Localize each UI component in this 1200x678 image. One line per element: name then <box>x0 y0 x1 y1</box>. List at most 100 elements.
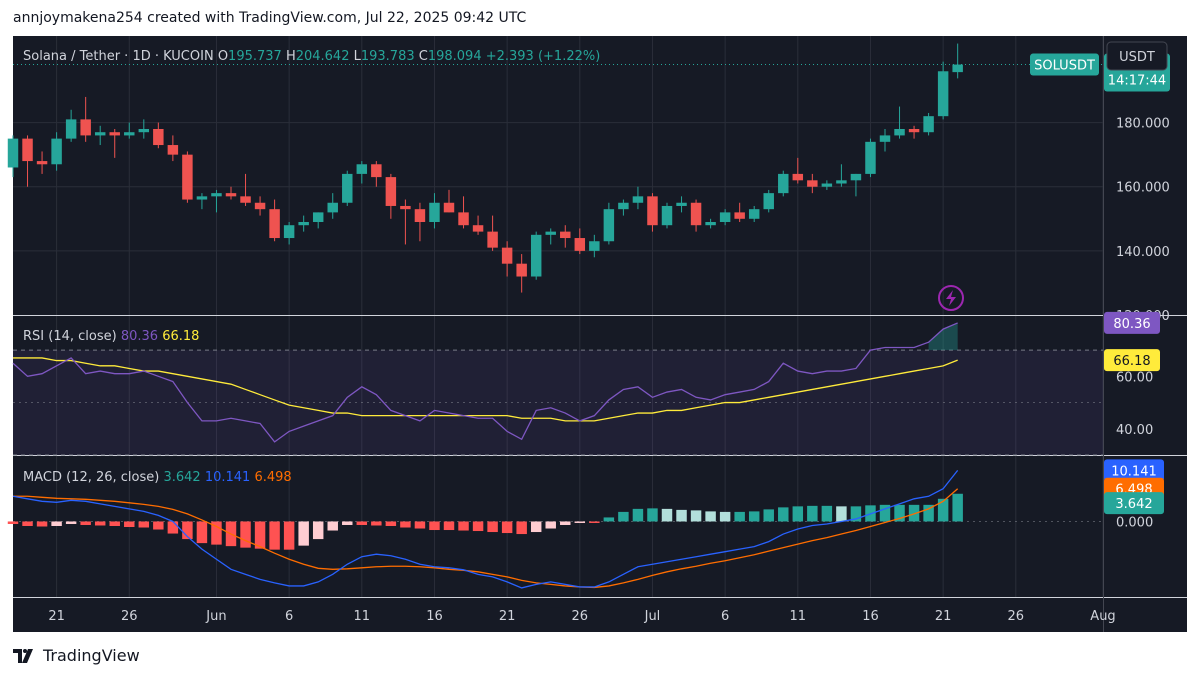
candle-body <box>51 138 62 165</box>
candle-body <box>661 205 673 226</box>
footer-brand-label: TradingView <box>43 646 140 665</box>
close-value: 198.094 <box>428 49 486 64</box>
macd-histogram-bar <box>618 511 629 522</box>
candle-body <box>763 193 774 210</box>
macd-histogram-bar <box>836 506 847 522</box>
macd-histogram-bar <box>560 521 571 525</box>
candle-body <box>952 64 963 73</box>
rsi-overbought-fill <box>928 322 958 351</box>
candle-body <box>211 193 222 197</box>
candle-body <box>167 145 179 155</box>
macd-histogram-bar <box>65 521 77 524</box>
macd-value: 10.141 <box>205 470 255 485</box>
macd-histogram-bar <box>254 521 266 549</box>
candle-body <box>574 238 586 251</box>
candle-body <box>545 231 556 235</box>
candle-body <box>647 196 658 226</box>
macd-histogram-bar <box>94 521 106 526</box>
macd-histogram-bar <box>734 511 745 522</box>
macd-histogram-bar <box>385 521 397 526</box>
candle-body <box>792 173 804 181</box>
candle-body <box>589 241 600 251</box>
time-axis-label: Jul <box>644 609 661 624</box>
candle-body <box>182 154 193 200</box>
macd-histogram-bar <box>36 521 48 527</box>
price-axis-background <box>1103 36 1187 632</box>
candle-body <box>327 202 338 213</box>
macd-histogram-bar <box>705 511 716 522</box>
candle-body <box>821 183 833 187</box>
candle-body <box>429 202 440 222</box>
time-axis-label: Jun <box>205 609 226 624</box>
macd-value-tag-bg <box>1104 459 1164 482</box>
time-axis-label: 26 <box>572 609 589 624</box>
macd-legend: MACD (12, 26, close) 3.642 10.141 6.498 <box>23 470 292 485</box>
macd-histogram-bar <box>763 509 774 522</box>
candle-body <box>254 202 266 210</box>
rsi-ma-line <box>13 357 958 422</box>
candle-body <box>894 129 905 136</box>
candle-body <box>385 177 397 206</box>
open-label: O <box>218 49 228 64</box>
price-candles <box>7 43 1103 293</box>
axis-labels: 180.000160.000140.000120.00060.0040.000.… <box>48 117 1169 624</box>
currency-button[interactable]: USDT <box>1106 41 1168 71</box>
macd-histogram-bar <box>153 521 164 530</box>
tradingview-logo-icon <box>13 648 37 663</box>
candle-body <box>487 231 498 248</box>
candle-body <box>618 202 629 210</box>
macd-label: MACD (12, 26, close) <box>23 470 163 485</box>
time-axis-label: 21 <box>935 609 952 624</box>
candle-body <box>501 247 513 264</box>
candle-body <box>240 196 251 203</box>
lightning-icon[interactable] <box>938 285 964 311</box>
macd-axis-tick: 0.000 <box>1116 515 1153 530</box>
candle-body <box>298 222 309 226</box>
rsi-ma-tag: 66.18 <box>1113 354 1150 369</box>
candle-body <box>676 202 687 206</box>
time-axis-label: Aug <box>1090 609 1115 624</box>
rsi-label: RSI (14, close) <box>23 329 121 344</box>
candle-body <box>109 132 120 136</box>
candle-body <box>342 173 353 203</box>
candle-body <box>400 205 411 210</box>
macd-histogram-bar <box>530 521 542 533</box>
macd-histogram-bar <box>792 506 804 522</box>
symbol-title: Solana / Tether · 1D · KUCOIN <box>23 49 218 64</box>
candle-body <box>414 209 426 222</box>
time-axis-label: 26 <box>1008 609 1025 624</box>
macd-histogram-bar <box>109 521 120 526</box>
high-label: H <box>286 49 296 64</box>
macd-histogram-bar <box>778 507 789 522</box>
pane-legends: Solana / Tether · 1D · KUCOIN O195.737 H… <box>23 49 600 485</box>
macd-histogram-bar <box>719 511 731 522</box>
macd-histogram-bar <box>589 521 600 523</box>
candle-body <box>865 141 876 174</box>
macd-histogram-bar <box>923 504 934 522</box>
time-axis-label: 26 <box>121 609 138 624</box>
macd-histogram-bar <box>748 511 760 522</box>
candle-body <box>908 129 920 133</box>
macd-histogram-bar <box>807 505 818 522</box>
macd-histogram-bar <box>501 521 513 534</box>
candle-body <box>196 196 208 200</box>
macd-histogram-bar <box>443 521 455 531</box>
symbol-tag-bg <box>1030 53 1099 76</box>
candle-body <box>879 135 891 142</box>
candle-body <box>138 129 150 133</box>
low-value: 193.783 <box>361 49 419 64</box>
rsi-axis-tick: 60.00 <box>1116 370 1153 385</box>
rsi-value: 80.36 <box>121 329 162 344</box>
macd-histogram-bar <box>240 521 251 548</box>
candle-body <box>603 209 615 242</box>
candle-body <box>719 212 731 222</box>
candle-body <box>923 116 934 133</box>
candle-body <box>443 202 455 213</box>
price-axis-tick: 180.000 <box>1116 117 1170 132</box>
candle-body <box>80 119 91 136</box>
price-legend: Solana / Tether · 1D · KUCOIN O195.737 H… <box>23 49 600 64</box>
macd-histogram-bar <box>545 521 556 529</box>
macd-histogram-bar <box>269 521 280 550</box>
attribution-text: annjoymakena254 created with TradingView… <box>13 10 527 26</box>
